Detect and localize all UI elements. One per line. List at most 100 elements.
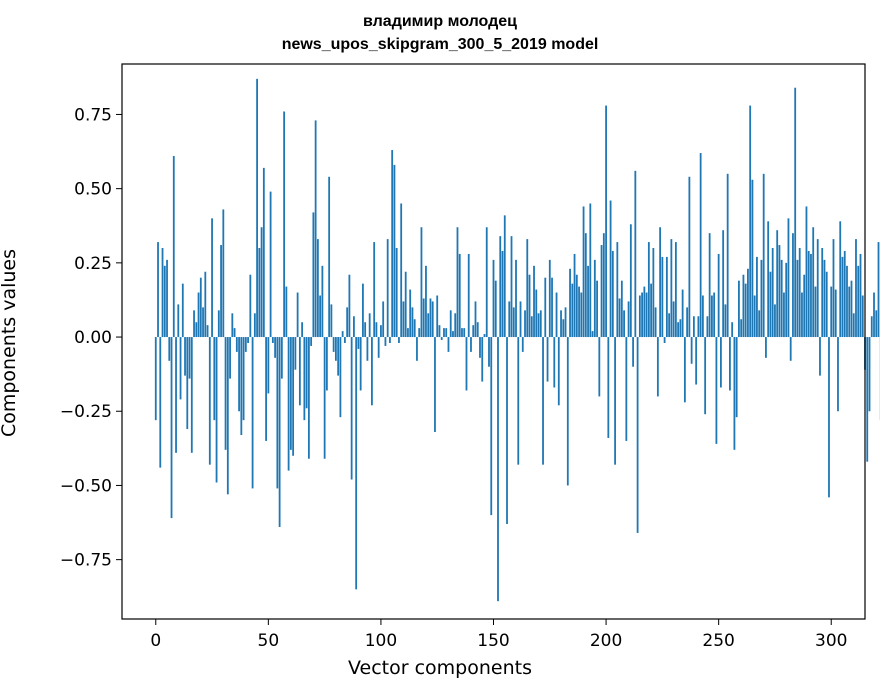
bar [616,242,619,338]
bar [681,289,684,338]
bar [584,233,587,338]
bar [181,283,184,338]
bar [602,233,605,338]
bar [386,239,389,338]
bar [413,319,416,338]
bar [539,310,542,338]
y-tick-label: −0.75 [60,551,112,571]
bar [857,265,860,338]
bar [170,337,173,519]
bar [873,292,875,338]
bar [346,307,349,338]
bar [377,337,380,358]
bar [600,245,603,338]
bar [569,268,571,338]
bar [762,173,765,338]
bar [429,298,432,338]
bar [699,153,702,338]
bar [449,310,452,338]
bar [229,337,231,379]
bar [611,250,614,338]
bar [447,337,450,352]
bar [645,292,648,338]
bar [850,280,853,338]
bar [190,337,193,453]
bar [823,259,826,338]
bar [609,200,612,338]
bar [548,259,551,338]
bar [533,265,535,338]
bar [289,337,292,450]
bar [321,265,324,338]
bar [395,248,398,338]
bar [253,313,256,338]
bar [168,337,171,361]
bar [542,337,544,465]
bar [240,337,243,435]
bar [161,248,164,338]
bar [623,310,625,338]
bar [222,209,225,338]
bar [348,274,351,338]
bar [537,313,540,338]
bar [765,337,767,358]
bar [647,242,650,338]
bar [530,316,533,338]
bar [729,337,731,391]
bar [353,316,355,338]
bar [359,337,362,391]
bar [384,337,387,346]
bar [861,295,864,338]
bar [206,325,209,338]
y-tick-label: −0.50 [60,476,112,496]
chart-subtitle: news_upos_skipgram_300_5_2019 model [281,36,599,53]
bar [283,111,286,338]
bar [711,295,713,338]
bar [508,301,511,338]
bar [305,337,308,409]
bar [380,325,382,338]
bar [834,289,837,338]
bar [184,337,186,376]
bar [474,301,477,338]
bar [828,337,830,498]
bar [328,176,331,338]
bar [416,337,418,361]
y-axis-ticks: −0.75 −0.50 −0.25 0.00 0.25 0.50 0.75 [60,105,122,571]
bar [472,325,475,338]
bar [510,236,513,338]
bar [526,239,529,338]
bar [769,271,772,338]
bar [756,256,758,338]
bar [740,319,743,338]
bar [780,259,783,338]
bar [355,337,358,590]
bar [717,253,720,338]
bar [371,337,373,406]
bar [249,274,252,338]
bar-series [154,78,880,602]
bar [677,322,680,338]
bar [562,319,565,338]
bar [713,292,716,338]
bar [499,236,502,338]
bar [535,289,538,338]
bar [551,277,553,338]
bar [332,337,335,352]
bar [224,337,227,450]
bar [724,304,727,338]
bar [497,337,499,602]
bar [749,105,752,338]
bar [402,301,405,338]
bar [465,337,468,391]
bar [751,179,754,338]
x-tick-label: 0 [150,631,161,651]
bar [767,221,770,338]
bar [470,337,472,352]
bar [629,224,632,338]
bar [614,337,616,465]
bar [846,265,848,338]
bar [814,286,817,338]
y-tick-label: 0.00 [74,328,112,348]
bar [217,310,220,338]
